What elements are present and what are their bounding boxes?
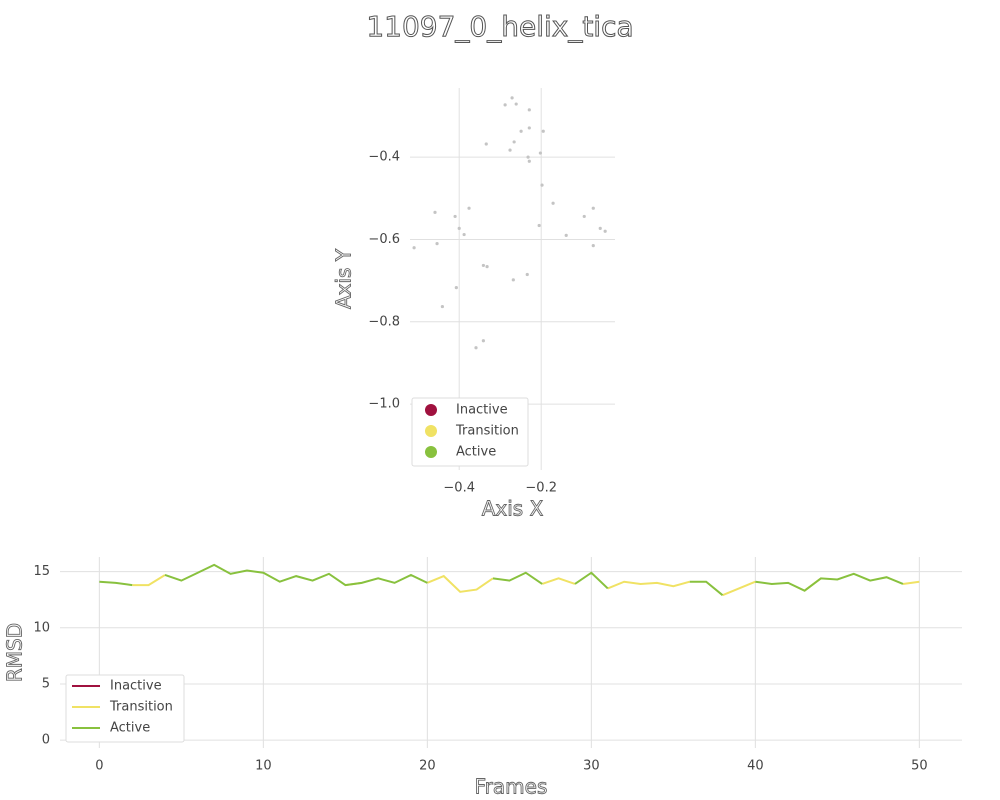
- x-tick-label: 20: [419, 759, 436, 774]
- x-tick-label: 50: [911, 759, 928, 774]
- point: [454, 286, 458, 290]
- point: [526, 155, 530, 159]
- point: [512, 140, 516, 144]
- point: [462, 232, 466, 237]
- point: [433, 210, 437, 214]
- point: [541, 129, 545, 133]
- x-tick-label: 10: [255, 759, 272, 774]
- series-line: [99, 563, 904, 596]
- y-axis-label: RMSD: [3, 623, 27, 682]
- legend-marker: [425, 404, 437, 416]
- x-tick-label: −0.2: [525, 481, 557, 496]
- point: [508, 148, 512, 152]
- legend-label: Inactive: [110, 679, 162, 694]
- point: [540, 183, 544, 187]
- y-tick-label: −0.8: [368, 314, 400, 329]
- x-axis-label: Frames: [475, 775, 548, 799]
- point: [527, 108, 531, 112]
- point: [440, 304, 444, 309]
- x-tick-label: 40: [747, 759, 764, 774]
- x-axis-label: Axis X: [482, 497, 544, 521]
- x-tick-label: 30: [583, 759, 600, 774]
- y-tick-label: 5: [42, 676, 50, 691]
- legend-box: [65, 674, 185, 743]
- y-tick-label: 15: [33, 564, 50, 579]
- point: [467, 206, 471, 210]
- point: [503, 103, 507, 107]
- page-title: 11097_0_helix_tica: [366, 10, 633, 43]
- point: [457, 226, 461, 230]
- point: [527, 126, 531, 130]
- point: [412, 246, 416, 250]
- point: [485, 265, 489, 269]
- point: [510, 96, 514, 100]
- legend-label: Transition: [455, 424, 519, 439]
- point: [527, 159, 531, 163]
- point: [435, 241, 439, 246]
- point: [474, 346, 478, 350]
- point: [514, 102, 518, 106]
- legend-box: [411, 397, 529, 467]
- y-tick-label: 0: [42, 733, 50, 748]
- point: [551, 201, 555, 205]
- point: [538, 151, 542, 155]
- legend-label: Inactive: [456, 403, 508, 418]
- y-tick-label: 10: [33, 620, 50, 635]
- point: [511, 278, 515, 282]
- point: [582, 214, 586, 219]
- point: [591, 244, 595, 248]
- point: [519, 129, 523, 133]
- legend-marker: [425, 425, 437, 437]
- point: [453, 214, 457, 219]
- x-tick-label: −0.4: [443, 481, 475, 496]
- point: [525, 272, 529, 277]
- point: [481, 263, 485, 268]
- y-tick-label: −0.6: [368, 232, 400, 247]
- point: [598, 226, 602, 230]
- y-axis-label: Axis Y: [332, 248, 356, 309]
- point: [591, 206, 595, 210]
- y-tick-label: −0.4: [368, 150, 400, 165]
- x-tick-label: 0: [95, 759, 103, 774]
- point: [603, 229, 607, 233]
- point: [481, 339, 485, 343]
- legend-label: Active: [110, 721, 150, 736]
- series-line: [132, 574, 920, 597]
- point: [564, 233, 568, 237]
- y-tick-label: −1.0: [368, 397, 400, 412]
- point: [484, 142, 488, 146]
- point: [537, 223, 541, 228]
- legend-marker: [425, 446, 437, 458]
- legend-label: Active: [456, 445, 496, 460]
- legend-label: Transition: [109, 700, 173, 715]
